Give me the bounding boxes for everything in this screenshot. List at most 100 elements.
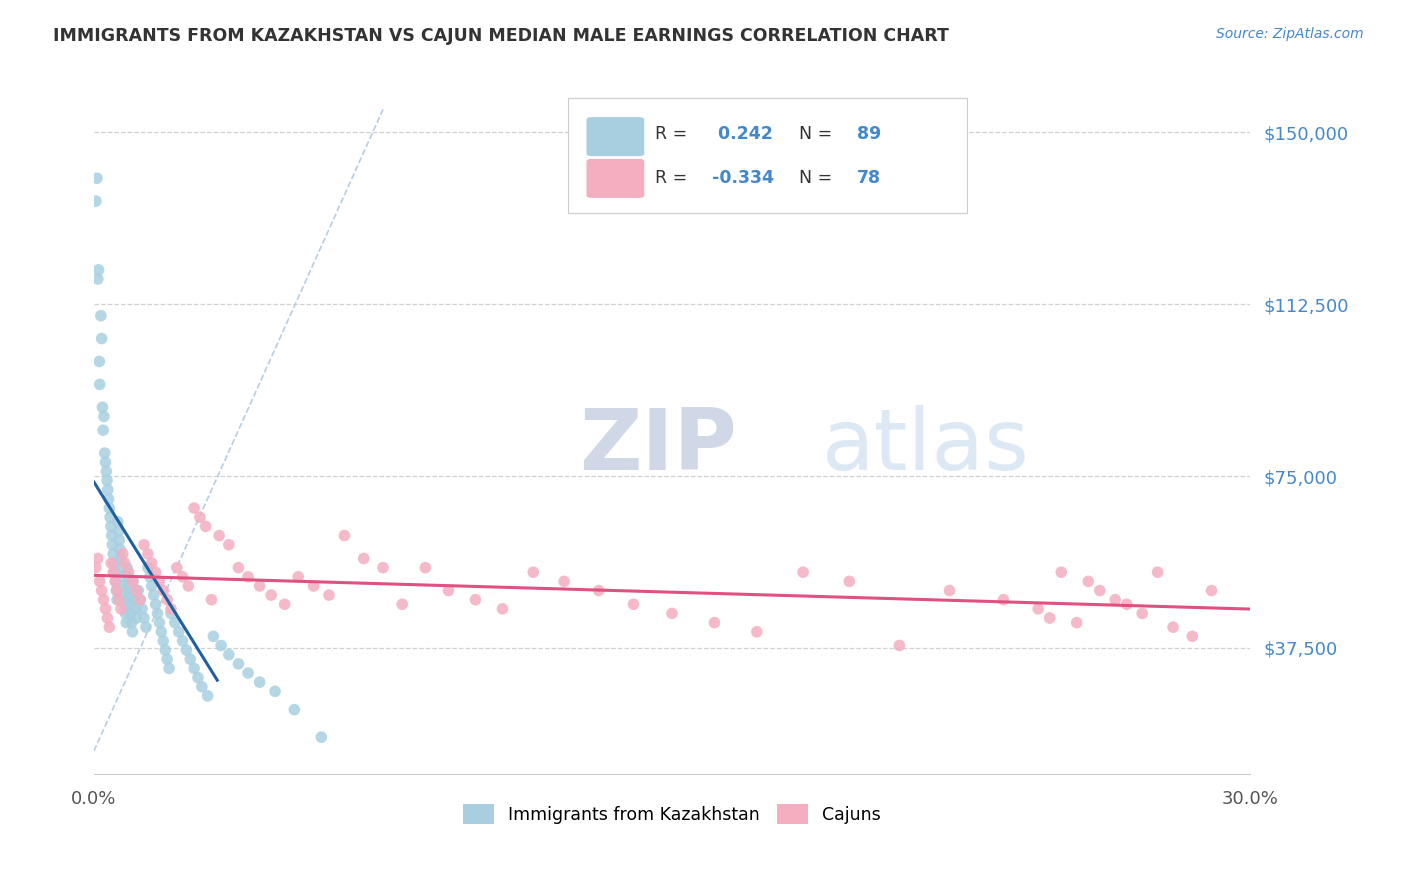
Point <box>311 730 333 744</box>
Point <box>287 570 309 584</box>
Point <box>176 643 198 657</box>
Point <box>94 602 117 616</box>
Point <box>172 634 194 648</box>
Point <box>108 592 131 607</box>
Point <box>889 639 911 653</box>
Point <box>124 592 146 607</box>
Point <box>135 620 157 634</box>
Text: N =: N = <box>799 169 832 187</box>
Point <box>90 332 112 346</box>
Point <box>93 446 115 460</box>
Point <box>177 579 200 593</box>
Point <box>121 615 143 630</box>
Point <box>131 602 153 616</box>
Point <box>115 615 138 630</box>
Point <box>129 592 152 607</box>
Point <box>91 401 114 415</box>
Point <box>145 597 167 611</box>
Point <box>1066 615 1088 630</box>
Point <box>228 560 250 574</box>
Point <box>94 455 117 469</box>
Point <box>98 620 121 634</box>
Text: -0.334: -0.334 <box>713 169 775 187</box>
Point <box>107 515 129 529</box>
Point <box>87 272 110 286</box>
Text: R =: R = <box>655 125 688 143</box>
Point <box>208 528 231 542</box>
Point <box>121 624 143 639</box>
Point <box>260 588 283 602</box>
Point <box>371 560 394 574</box>
Point <box>553 574 575 589</box>
Point <box>415 560 437 574</box>
FancyBboxPatch shape <box>568 98 967 213</box>
Point <box>200 592 222 607</box>
Point <box>191 680 214 694</box>
Point <box>273 597 295 611</box>
Point <box>100 519 122 533</box>
Point <box>93 592 115 607</box>
Point <box>97 491 120 506</box>
Point <box>132 538 155 552</box>
Point <box>112 579 135 593</box>
Point <box>157 661 180 675</box>
Point <box>114 597 136 611</box>
Point <box>89 574 111 589</box>
Text: ZIP: ZIP <box>579 405 737 488</box>
Point <box>172 570 194 584</box>
Point <box>110 551 132 566</box>
Point <box>87 551 110 566</box>
Point <box>1077 574 1099 589</box>
Point <box>838 574 860 589</box>
Point <box>218 538 240 552</box>
Text: 0.242: 0.242 <box>713 125 773 143</box>
Point <box>792 565 814 579</box>
Point <box>264 684 287 698</box>
Point <box>152 583 174 598</box>
Point <box>236 570 259 584</box>
Text: 89: 89 <box>858 125 882 143</box>
Point <box>120 607 142 621</box>
Text: 78: 78 <box>858 169 882 187</box>
Point <box>179 652 201 666</box>
Point <box>938 583 960 598</box>
Point <box>117 579 139 593</box>
Point <box>391 597 413 611</box>
Point <box>127 583 149 598</box>
Point <box>101 538 124 552</box>
Point <box>1050 565 1073 579</box>
Point <box>104 565 127 579</box>
Point <box>302 579 325 593</box>
Text: atlas: atlas <box>823 405 1031 488</box>
Point <box>167 624 190 639</box>
Point <box>96 464 118 478</box>
Point <box>110 602 132 616</box>
Text: N =: N = <box>799 125 832 143</box>
Point <box>142 588 165 602</box>
Point <box>136 560 159 574</box>
Point <box>160 602 183 616</box>
Point <box>89 354 111 368</box>
Point <box>84 560 107 574</box>
Point <box>98 501 121 516</box>
Point <box>218 648 240 662</box>
Point <box>87 263 110 277</box>
Point <box>105 583 128 598</box>
Point <box>108 542 131 557</box>
Point <box>150 624 173 639</box>
Point <box>318 588 340 602</box>
Point <box>93 409 115 424</box>
Point <box>194 519 217 533</box>
Point <box>117 570 139 584</box>
Point <box>125 583 148 598</box>
Legend: Immigrants from Kazakhstan, Cajuns: Immigrants from Kazakhstan, Cajuns <box>463 805 882 824</box>
Point <box>141 556 163 570</box>
Point <box>148 615 170 630</box>
Point <box>115 560 138 574</box>
Point <box>166 560 188 574</box>
Text: IMMIGRANTS FROM KAZAKHSTAN VS CAJUN MEDIAN MALE EARNINGS CORRELATION CHART: IMMIGRANTS FROM KAZAKHSTAN VS CAJUN MEDI… <box>53 27 949 45</box>
Point <box>353 551 375 566</box>
Point <box>91 423 114 437</box>
Point <box>118 588 141 602</box>
Point <box>661 607 683 621</box>
